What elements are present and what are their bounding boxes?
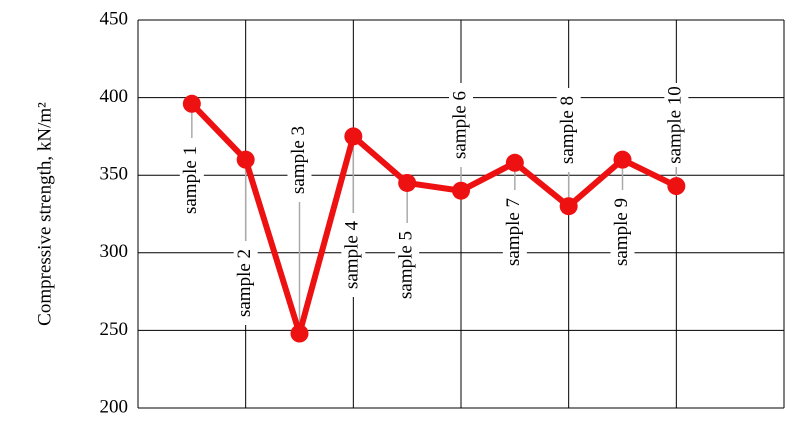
y-tick-label: 300 <box>100 241 129 262</box>
data-point <box>559 197 578 216</box>
data-label: sample 9 <box>611 198 632 266</box>
label-background <box>610 190 635 274</box>
label-background <box>664 83 689 167</box>
label-background <box>179 138 204 222</box>
data-label: sample 4 <box>342 220 363 289</box>
data-point <box>667 177 686 196</box>
data-label: sample 7 <box>503 198 524 266</box>
y-tick-label: 450 <box>100 8 129 29</box>
data-label: sample 8 <box>557 96 578 164</box>
label-background <box>287 118 312 202</box>
data-point <box>452 181 470 200</box>
data-label: sample 3 <box>288 126 309 194</box>
data-point <box>505 153 524 172</box>
data-line <box>189 101 678 337</box>
data-label: sample 10 <box>665 86 686 164</box>
label-background <box>341 213 366 297</box>
data-label: sample 2 <box>234 249 255 317</box>
data-label: sample 1 <box>180 146 201 214</box>
data-label: sample 5 <box>396 231 417 299</box>
y-tick-label: 200 <box>100 396 129 417</box>
data-point <box>613 150 632 169</box>
data-point <box>344 127 363 146</box>
data-point <box>182 94 201 113</box>
y-tick-label: 350 <box>100 164 129 185</box>
data-point <box>290 324 309 343</box>
y-tick-label: 250 <box>100 319 129 340</box>
data-point <box>236 150 255 169</box>
y-tick-label: 400 <box>100 86 129 107</box>
data-point <box>398 173 417 192</box>
label-background <box>556 88 581 172</box>
label-background <box>395 223 420 307</box>
label-background <box>233 241 258 325</box>
y-axis-label: Compressive strength, kN/m² <box>34 102 55 326</box>
label-background <box>502 190 527 274</box>
data-label: sample 6 <box>449 91 470 159</box>
label-background <box>449 83 473 167</box>
